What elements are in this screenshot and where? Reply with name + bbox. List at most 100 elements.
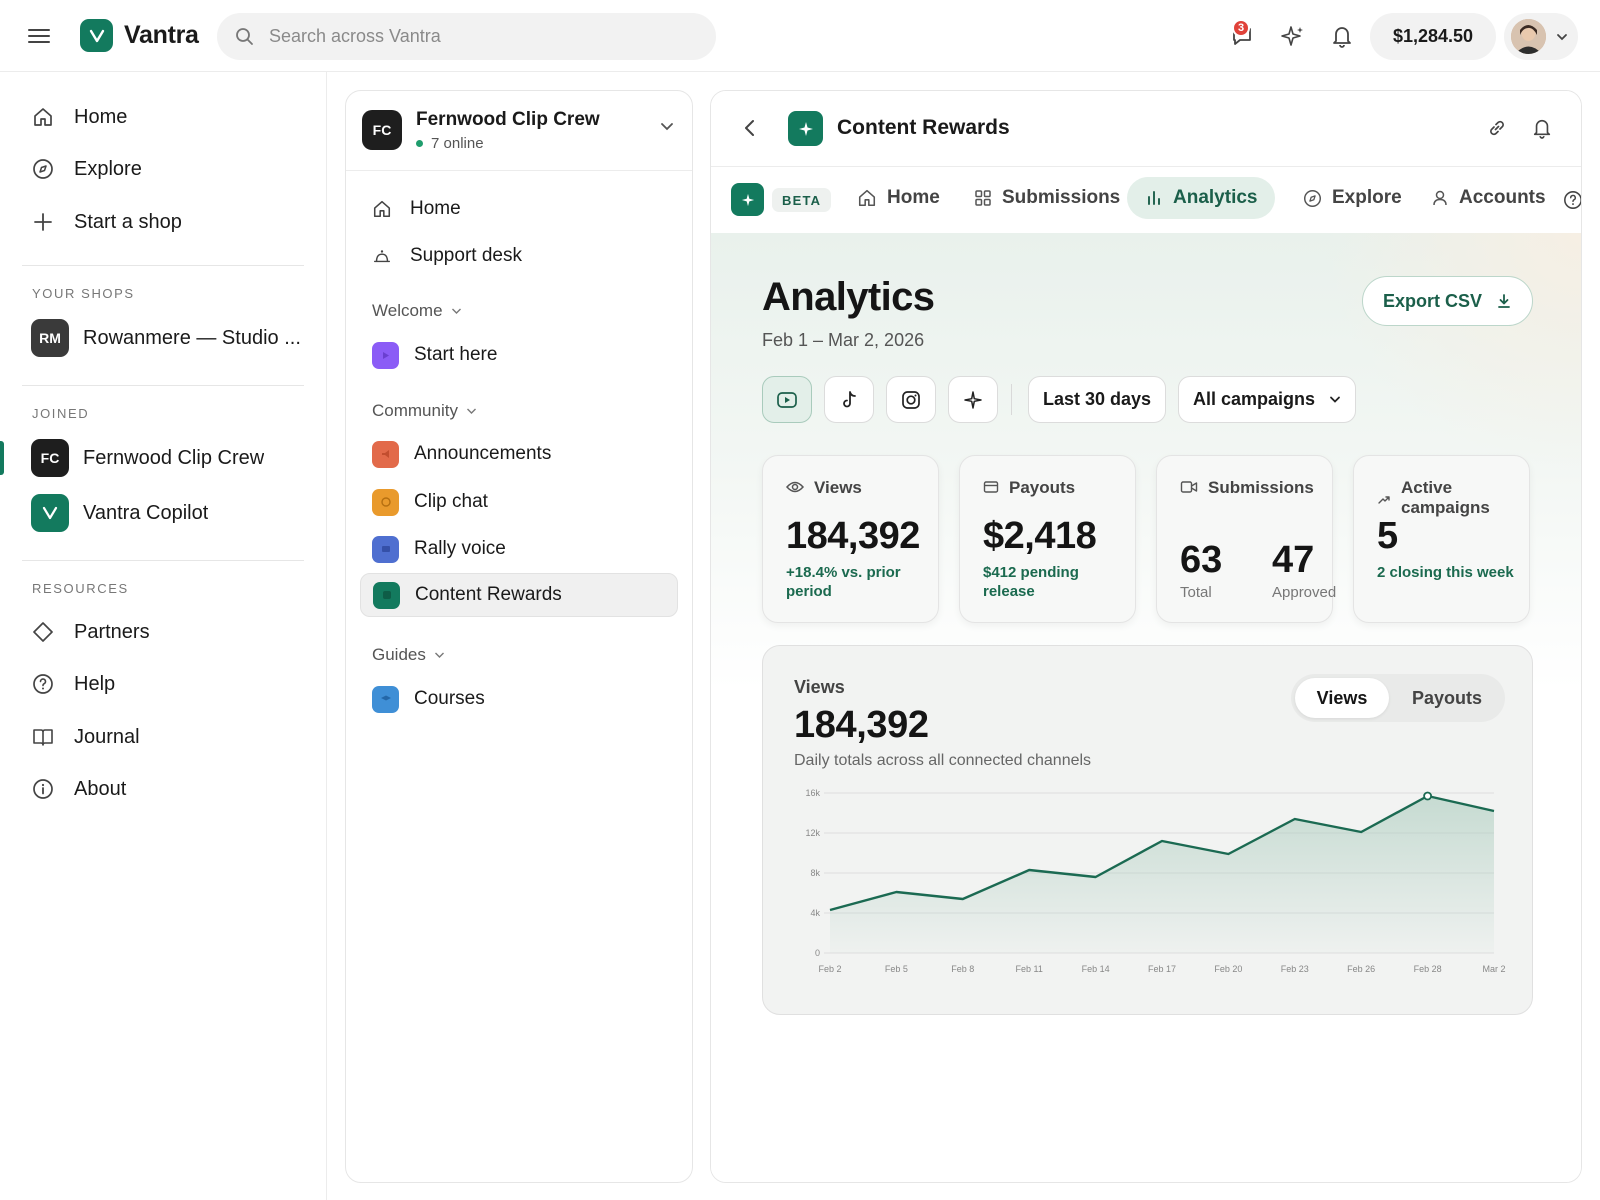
channel-content-rewards[interactable]: Content Rewards bbox=[360, 573, 678, 617]
series-line bbox=[829, 794, 1495, 912]
home-icon bbox=[858, 189, 876, 207]
search-input[interactable] bbox=[269, 13, 689, 60]
top-bar: Vantra 3 $1,284.50 bbox=[0, 0, 1600, 72]
sidebar-item-help[interactable]: Help bbox=[22, 662, 304, 706]
toggle-payouts[interactable]: Payouts bbox=[1411, 687, 1483, 708]
kpi-value: 184,392 bbox=[786, 515, 920, 557]
sidebar-item-home[interactable]: Home bbox=[22, 95, 304, 139]
account-menu[interactable] bbox=[1504, 13, 1578, 60]
filter-tiktok[interactable] bbox=[824, 376, 874, 423]
campaign-select[interactable]: All campaigns bbox=[1178, 376, 1356, 423]
wallet-icon bbox=[983, 481, 999, 493]
tab-home[interactable]: Home bbox=[839, 177, 958, 219]
channel-label: Courses bbox=[414, 688, 485, 709]
divider bbox=[22, 560, 304, 561]
channel-rally-voice[interactable]: Rally voice bbox=[360, 527, 678, 571]
community-panel: FC Fernwood Clip Crew 7 online Home Supp… bbox=[345, 90, 693, 1183]
kpi-label: Payouts bbox=[1009, 478, 1076, 497]
kpi-header: Payouts bbox=[983, 478, 1075, 498]
chat-icon[interactable] bbox=[1226, 20, 1258, 52]
balance-button[interactable]: $1,284.50 bbox=[1370, 13, 1496, 60]
community-name: Fernwood Clip Crew bbox=[416, 109, 600, 130]
grid-icon bbox=[975, 190, 991, 206]
community-item-home[interactable]: Home bbox=[360, 187, 678, 231]
compass-icon bbox=[1303, 189, 1322, 207]
bell-icon[interactable] bbox=[1532, 117, 1552, 139]
online-dot bbox=[416, 140, 423, 147]
views-chart-card: Views 184,392 Daily totals across all co… bbox=[762, 645, 1533, 1015]
community-item-label: Support desk bbox=[410, 245, 522, 266]
kpi-header: Submissions bbox=[1180, 478, 1314, 498]
channel-announcements[interactable]: Announcements bbox=[360, 432, 678, 476]
shop-item-rowanmere[interactable]: RM Rowanmere — Studio ... bbox=[22, 312, 304, 364]
filter-instagram[interactable] bbox=[886, 376, 936, 423]
main-panel: Content Rewards BETA Home Submissions An… bbox=[710, 90, 1582, 1183]
app-title: Content Rewards bbox=[837, 116, 1010, 139]
community-item-label: Home bbox=[410, 198, 461, 219]
search-bar[interactable] bbox=[217, 13, 716, 60]
y-tick-label: 8k bbox=[810, 868, 820, 878]
channel-start-here[interactable]: Start here bbox=[360, 333, 678, 377]
period-select[interactable]: Last 30 days bbox=[1028, 376, 1166, 423]
chevron-down-icon bbox=[661, 123, 673, 131]
joined-item-fernwood[interactable]: FC Fernwood Clip Crew bbox=[22, 432, 304, 484]
bar-chart-icon bbox=[1148, 191, 1160, 205]
rewards-icon bbox=[373, 581, 400, 609]
tab-submissions[interactable]: Submissions bbox=[956, 177, 1138, 219]
x-tick-label: Mar 2 bbox=[1482, 964, 1505, 974]
link-icon[interactable] bbox=[1486, 117, 1508, 139]
group-label-community[interactable]: Community bbox=[372, 401, 477, 421]
chevron-down-icon bbox=[466, 408, 476, 414]
active-indicator bbox=[0, 441, 4, 475]
filter-youtube[interactable] bbox=[762, 376, 812, 423]
filter-divider bbox=[1011, 384, 1012, 415]
avatar bbox=[1511, 19, 1546, 54]
joined-item-vantra-copilot[interactable]: Vantra Copilot bbox=[22, 487, 304, 539]
group-label-text: Community bbox=[372, 401, 458, 420]
sidebar-item-partners[interactable]: Partners bbox=[22, 610, 304, 654]
channel-label: Announcements bbox=[414, 443, 552, 464]
community-item-support-desk[interactable]: Support desk bbox=[360, 234, 678, 278]
channel-clip-chat[interactable]: Clip chat bbox=[360, 480, 678, 524]
sparkle-icon[interactable] bbox=[1277, 20, 1309, 52]
metric-toggle: Views Payouts bbox=[1291, 674, 1505, 722]
channel-label: Clip chat bbox=[414, 491, 488, 512]
kpi-card-submissions: Submissions 63 Total 47 Approved bbox=[1156, 455, 1336, 623]
filter-other[interactable] bbox=[948, 376, 998, 423]
sidebar-item-about[interactable]: About bbox=[22, 767, 304, 811]
export-csv-button[interactable]: Export CSV bbox=[1362, 276, 1533, 326]
tab-label: Explore bbox=[1332, 187, 1402, 208]
sidebar-item-start-shop[interactable]: Start a shop bbox=[22, 200, 304, 244]
tab-analytics[interactable]: Analytics bbox=[1127, 177, 1276, 219]
eye-icon bbox=[786, 481, 804, 493]
home-icon bbox=[22, 106, 66, 128]
tiktok-icon bbox=[843, 390, 856, 407]
back-icon[interactable] bbox=[739, 117, 761, 139]
campaign-select-label: All campaigns bbox=[1192, 389, 1316, 409]
channel-courses[interactable]: Courses bbox=[360, 677, 678, 721]
tab-explore[interactable]: Explore bbox=[1285, 177, 1420, 219]
sidebar-item-journal[interactable]: Journal bbox=[22, 715, 304, 759]
menu-icon[interactable] bbox=[26, 24, 52, 48]
search-icon bbox=[235, 27, 254, 46]
sidebar-item-label: Home bbox=[74, 105, 128, 128]
chevron-down-icon bbox=[1330, 396, 1340, 403]
group-label-text: Welcome bbox=[372, 301, 443, 320]
help-circle-icon[interactable] bbox=[1563, 190, 1581, 210]
vantra-logo-icon[interactable] bbox=[80, 19, 113, 52]
tab-accounts[interactable]: Accounts bbox=[1413, 177, 1564, 219]
sidebar-item-label: Explore bbox=[74, 157, 142, 180]
x-tick-label: Feb 5 bbox=[885, 964, 908, 974]
trend-up-icon bbox=[1378, 496, 1390, 504]
content-rewards-app-icon bbox=[731, 183, 764, 216]
copilot-logo-icon bbox=[31, 494, 69, 532]
community-switcher[interactable]: FC Fernwood Clip Crew 7 online bbox=[346, 91, 692, 171]
group-label-guides[interactable]: Guides bbox=[372, 645, 445, 665]
sidebar-item-explore[interactable]: Explore bbox=[22, 147, 304, 191]
tab-label: Home bbox=[887, 187, 940, 208]
group-label-welcome[interactable]: Welcome bbox=[372, 301, 462, 321]
brand-name[interactable]: Vantra bbox=[124, 21, 199, 49]
toggle-views[interactable]: Views bbox=[1295, 678, 1389, 718]
joined-item-label: Fernwood Clip Crew bbox=[83, 446, 265, 469]
bell-icon[interactable] bbox=[1326, 20, 1358, 52]
